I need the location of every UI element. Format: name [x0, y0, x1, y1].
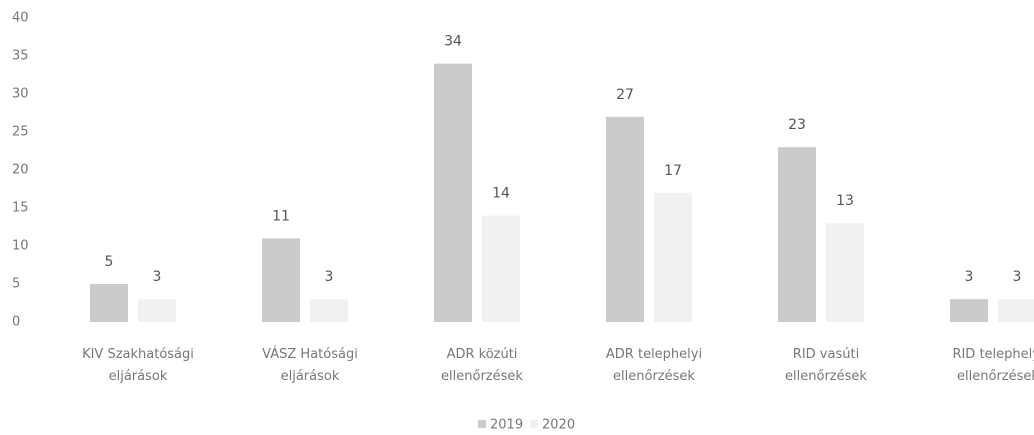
- data-label: 27: [616, 87, 634, 103]
- data-label: 3: [965, 269, 974, 285]
- y-tick-label: 20: [12, 163, 29, 178]
- y-tick-label: 5: [12, 277, 20, 292]
- data-label: 3: [325, 269, 334, 285]
- bar: [310, 299, 348, 322]
- y-tick-label: 15: [12, 201, 29, 216]
- x-tick-label: ADR közúti ellenőrzések: [441, 347, 523, 384]
- data-label: 34: [444, 34, 462, 50]
- bar: [950, 299, 988, 322]
- y-tick-label: 0: [12, 315, 20, 330]
- bar: [778, 147, 816, 322]
- x-tick-label: VÁSZ Hatósági eljárások: [262, 346, 358, 384]
- data-label: 23: [788, 117, 806, 133]
- bar: [606, 116, 644, 322]
- bar: [90, 284, 128, 322]
- x-tick-label: RID vasúti ellenőrzések: [785, 347, 867, 384]
- data-label: 3: [153, 269, 162, 285]
- bar: [826, 223, 864, 322]
- legend-label: 2020: [542, 418, 575, 433]
- y-tick-label: 40: [12, 11, 29, 26]
- legend-swatch: [478, 420, 486, 428]
- data-label: 17: [664, 163, 682, 179]
- data-label: 5: [105, 254, 114, 270]
- bar: [482, 215, 520, 322]
- x-tick-label: KIV Szakhatósági eljárások: [82, 347, 194, 384]
- data-label: 13: [836, 193, 854, 209]
- bar: [998, 299, 1034, 322]
- bar: [654, 192, 692, 322]
- legend-swatch: [530, 420, 538, 428]
- bar: [262, 238, 300, 322]
- data-label: 3: [1013, 269, 1022, 285]
- y-tick-label: 25: [12, 125, 29, 140]
- bar: [434, 63, 472, 322]
- y-tick-label: 35: [12, 49, 29, 64]
- bar: [138, 299, 176, 322]
- data-label: 14: [492, 186, 510, 202]
- x-tick-label: ADR telephelyi ellenőrzések: [606, 347, 702, 384]
- data-label: 11: [272, 208, 290, 224]
- y-tick-label: 10: [12, 239, 29, 254]
- legend-label: 2019: [490, 418, 523, 433]
- y-tick-label: 30: [12, 87, 29, 102]
